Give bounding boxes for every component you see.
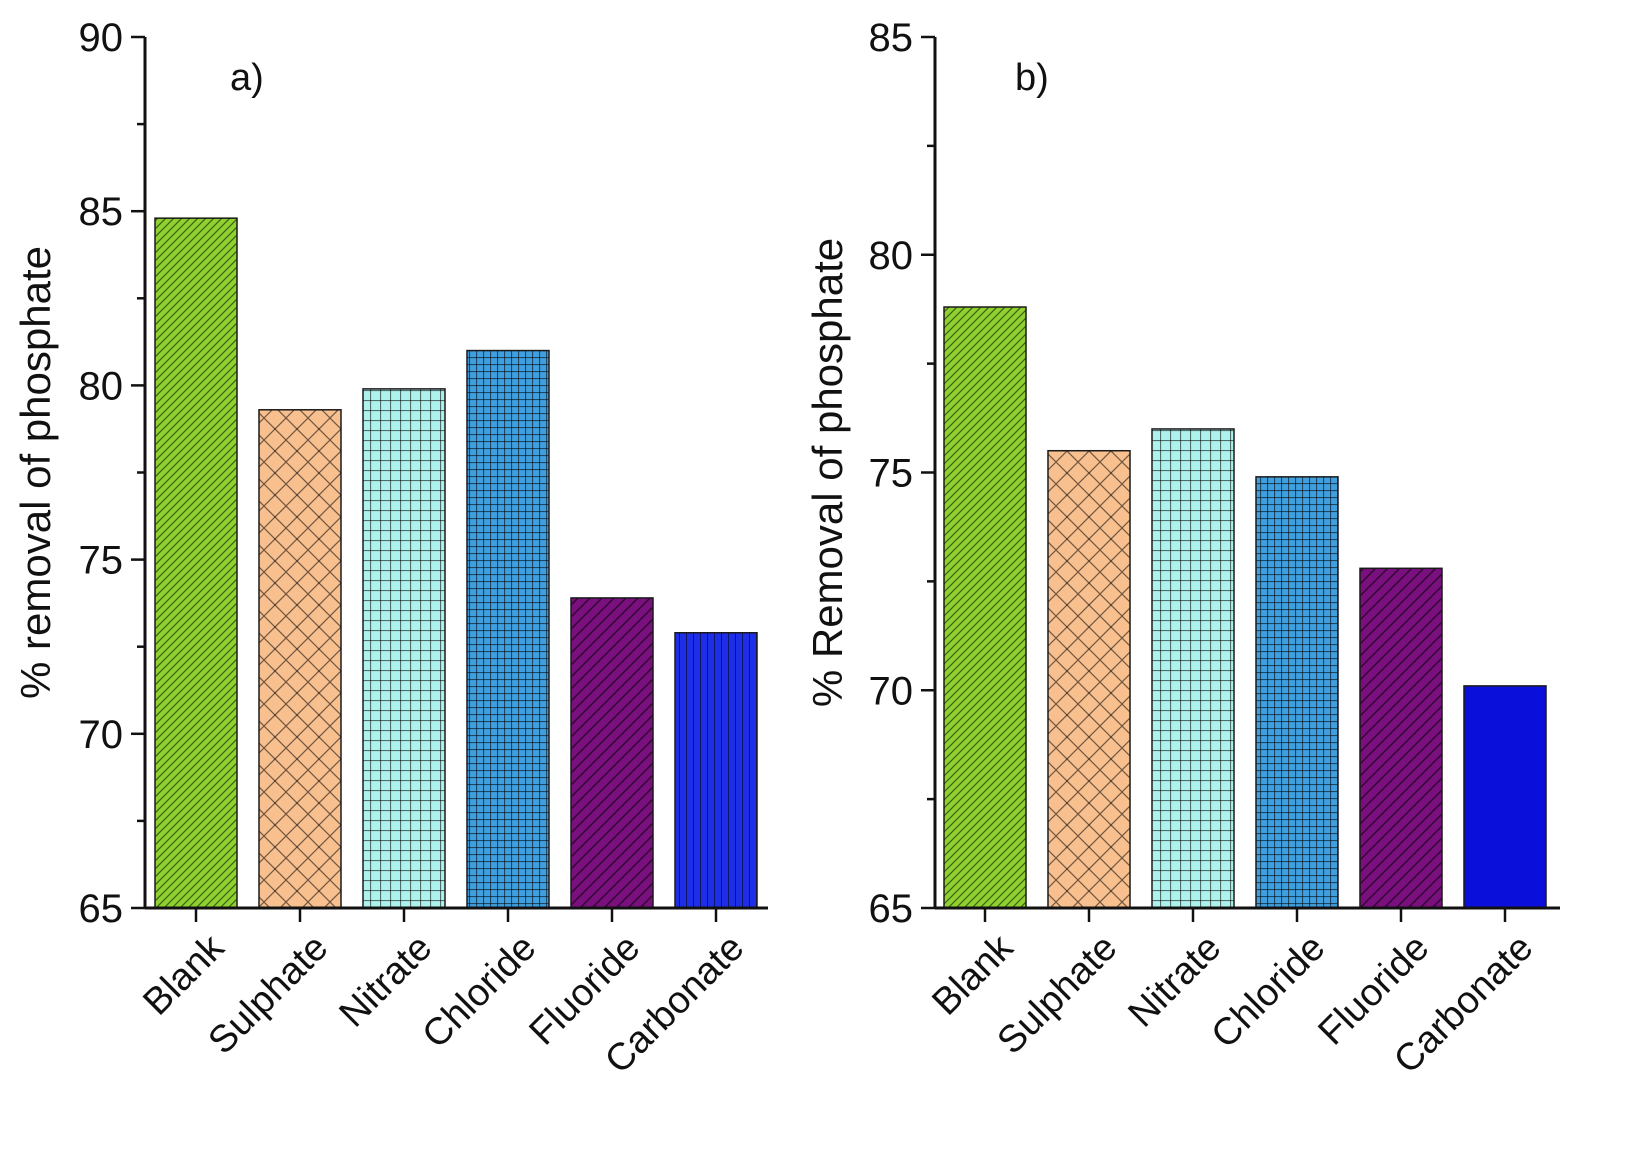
bar-sulphate xyxy=(1047,449,1131,909)
y-axis-title: % removal of phosphate xyxy=(12,246,59,699)
y-tick-label: 65 xyxy=(869,887,914,931)
y-tick-label: 65 xyxy=(79,887,124,931)
y-tick-label: 80 xyxy=(869,234,914,278)
y-tick-label: 90 xyxy=(79,16,124,60)
y-tick-label: 85 xyxy=(869,16,914,60)
panel-label: a) xyxy=(230,57,264,99)
bar-carbonate xyxy=(674,632,758,909)
y-tick-label: 80 xyxy=(79,364,124,408)
panel-label: b) xyxy=(1015,57,1049,99)
x-category-label-blank: Blank xyxy=(924,926,1022,1024)
bar-fluoride xyxy=(1359,567,1443,909)
bar-blank xyxy=(154,217,238,909)
x-category-label-blank: Blank xyxy=(135,926,233,1024)
y-tick-label: 85 xyxy=(79,190,124,234)
bar-nitrate xyxy=(362,388,446,909)
bar-blank xyxy=(943,306,1027,909)
bar-fluoride xyxy=(570,597,654,909)
bar-nitrate xyxy=(1151,428,1235,909)
panel-b-chart: 6570758085BlankSulphateNitrateChlorideFl… xyxy=(804,16,1560,1082)
y-tick-label: 75 xyxy=(79,539,124,583)
bar-sulphate xyxy=(258,409,342,909)
x-category-label-chloride: Chloride xyxy=(1204,927,1334,1057)
panel-a-chart: 657075808590BlankSulphateNitrateChloride… xyxy=(12,16,768,1082)
y-tick-label: 75 xyxy=(869,452,914,496)
bar-chloride xyxy=(1255,476,1339,909)
bar-carbonate xyxy=(1463,685,1547,909)
y-tick-label: 70 xyxy=(79,713,124,757)
bar-chloride xyxy=(466,349,550,909)
y-tick-label: 70 xyxy=(869,669,914,713)
y-axis-title: % Removal of phosphate xyxy=(804,238,851,707)
x-category-label-chloride: Chloride xyxy=(415,927,545,1057)
